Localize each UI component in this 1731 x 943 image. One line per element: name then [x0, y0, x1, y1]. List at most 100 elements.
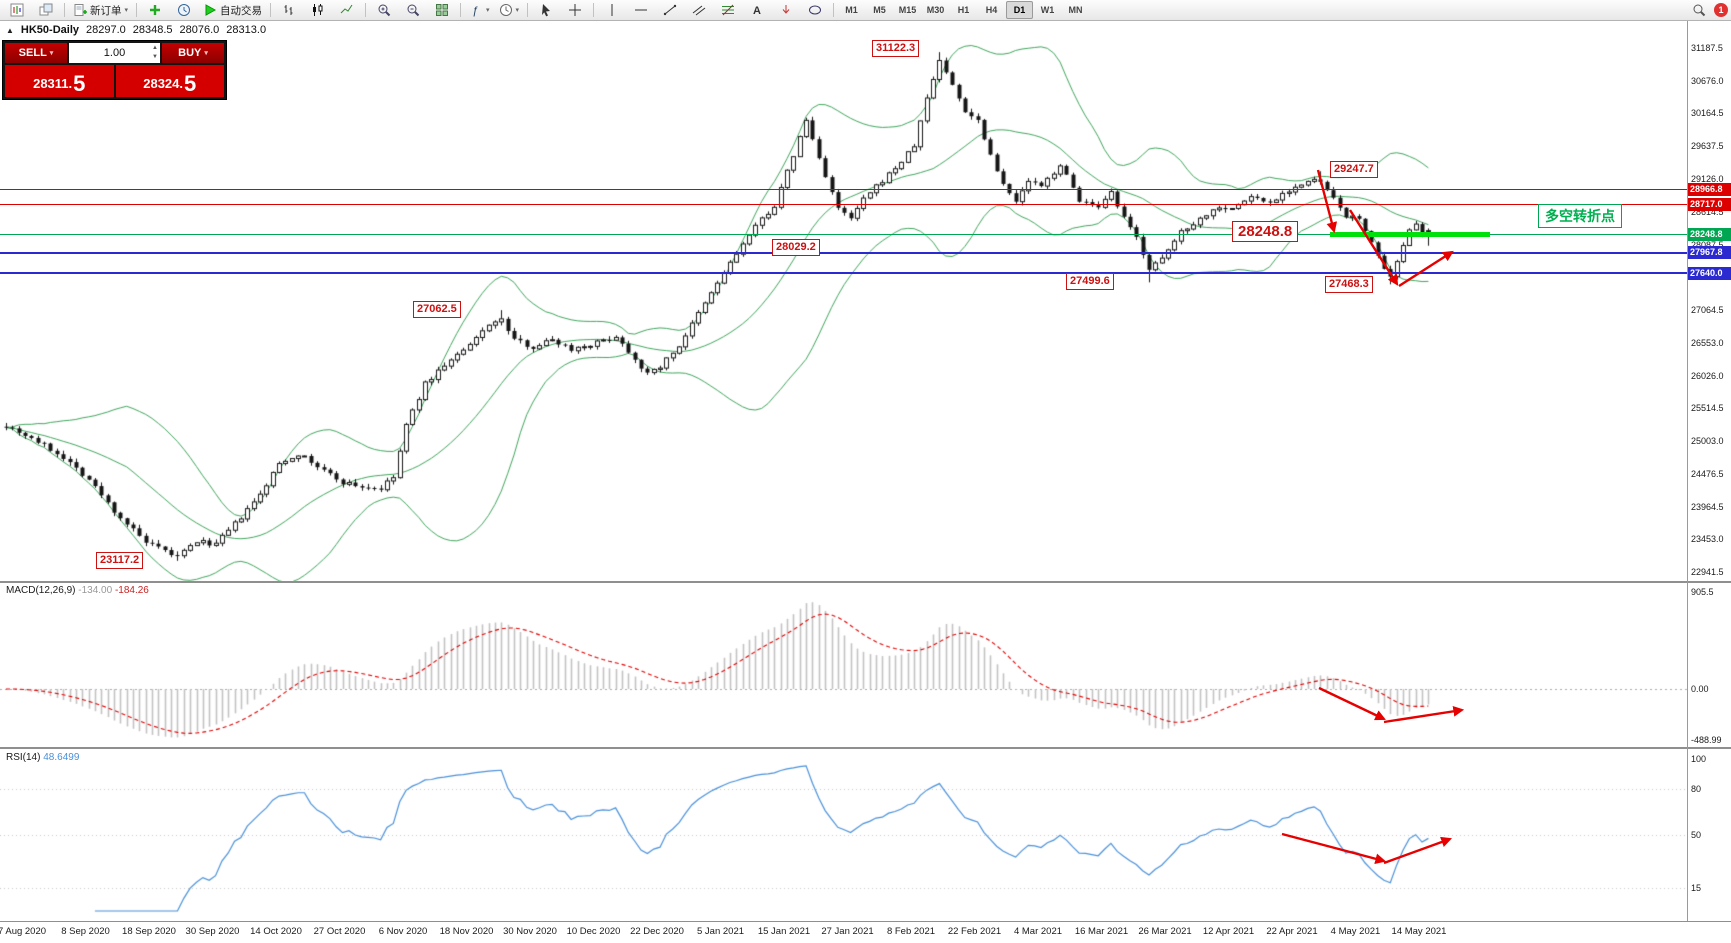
toolbar-separator	[270, 3, 272, 17]
volume-input[interactable]: 1.00 ▲ ▼	[69, 43, 160, 63]
rsi-axis-label: 80	[1691, 784, 1702, 795]
ohlc-high: 28348.5	[132, 24, 173, 36]
time-axis-label: 27 Oct 2020	[313, 926, 366, 937]
timeframe-W1[interactable]: W1	[1040, 5, 1055, 15]
time-axis-label: 7 Aug 2020	[0, 926, 47, 937]
ohlc-close: 28313.0	[226, 24, 267, 36]
price-axis-label: 28087.5	[1691, 239, 1724, 250]
fibonacci-tool-button[interactable]	[714, 0, 742, 20]
search-button[interactable]	[1685, 0, 1713, 20]
time-axis-label: 8 Feb 2021	[886, 926, 936, 937]
new-order-button[interactable]: 新订单 ▾	[69, 0, 132, 20]
time-axis-label: 22 Feb 2021	[947, 926, 1002, 937]
periods-button[interactable]: ▾	[495, 0, 524, 20]
crosshair-tool-button[interactable]	[561, 0, 589, 20]
horizontal-line-28248.8[interactable]	[0, 234, 1687, 236]
macd-axis-label: -488.99	[1691, 735, 1722, 746]
notification-badge[interactable]: 1	[1714, 3, 1728, 17]
new-order-label: 新订单	[90, 4, 122, 17]
price-callout[interactable]: 23117.2	[96, 552, 144, 569]
price-axis-label: 26553.0	[1691, 337, 1724, 348]
macd-label: MACD(12,26,9) -134.00 -184.26	[6, 585, 149, 596]
channel-tool-button[interactable]	[685, 0, 713, 20]
toolbar-separator	[64, 3, 65, 17]
price-axis-label: 25003.0	[1691, 436, 1724, 446]
price-callout[interactable]: 29247.7	[1330, 161, 1378, 178]
cursor-tool-button[interactable]	[532, 0, 560, 20]
horizontal-line-27967.8[interactable]	[0, 251, 1687, 254]
svg-text:ƒ: ƒ	[472, 5, 478, 17]
buy-button[interactable]: BUY ▾	[162, 43, 224, 63]
bull-bear-turning-point-note[interactable]: 多空转折点	[1538, 204, 1622, 228]
horizontal-line-27640[interactable]	[0, 272, 1687, 275]
timeframe-H1[interactable]: H1	[957, 5, 970, 15]
sell-button[interactable]: SELL ▾	[5, 43, 67, 63]
macd-axis-label: 0.00	[1691, 684, 1709, 694]
new-chart-button[interactable]	[3, 0, 31, 20]
timeframe-M5[interactable]: M5	[873, 5, 886, 15]
one-click-collapse-icon[interactable]: ▲	[6, 25, 14, 35]
ohlc-open: 28297.0	[86, 24, 126, 36]
price-axis-border	[1687, 20, 1688, 921]
timeframe-D1[interactable]: D1	[1006, 1, 1034, 19]
price-callout[interactable]: 28248.8	[1232, 221, 1299, 242]
timeframe-M30[interactable]: M30	[926, 5, 945, 15]
horizontal-line-tool-button[interactable]	[627, 0, 655, 20]
price-callout[interactable]: 28029.2	[772, 239, 820, 256]
timeframe-M15[interactable]: M15	[898, 5, 917, 15]
volume-stepper[interactable]: ▲ ▼	[152, 44, 158, 62]
turning-point-line-segment[interactable]	[1330, 232, 1490, 238]
profiles-button[interactable]	[32, 0, 60, 20]
tile-windows-button[interactable]	[428, 0, 456, 20]
horizontal-line-28717[interactable]	[0, 204, 1687, 206]
horizontal-line-28966.8[interactable]	[0, 188, 1687, 190]
auto-trading-label: 自动交易	[220, 4, 263, 17]
rsi-axis-label: 100	[1691, 754, 1707, 764]
stepper-down-icon[interactable]: ▼	[152, 54, 158, 60]
auto-trading-button[interactable]: 自动交易	[199, 0, 266, 20]
timeframe-H4[interactable]: H4	[985, 5, 998, 15]
price-axis-label: 23964.5	[1691, 501, 1724, 512]
rsi-panel-divider[interactable]	[0, 747, 1731, 749]
time-axis-label: 8 Sep 2020	[61, 926, 110, 937]
zoom-in-button[interactable]	[370, 0, 398, 20]
line-chart-button[interactable]	[333, 0, 361, 20]
buy-price-display: 28324. 5	[115, 65, 224, 97]
price-callout[interactable]: 31122.3	[872, 40, 920, 57]
price-axis-label: 29637.5	[1691, 141, 1724, 152]
market-watch-button[interactable]	[141, 0, 169, 20]
price-tag: 28966.8	[1688, 182, 1731, 196]
shapes-tool-button[interactable]	[801, 0, 829, 20]
one-click-trading-panel: SELL ▾ 1.00 ▲ ▼ BUY ▾ 28311. 5 28324. 5	[2, 40, 227, 100]
time-axis-label: 22 Apr 2021	[1266, 926, 1318, 937]
price-axis-label: 28614.5	[1691, 206, 1724, 217]
price-axis-label: 22941.5	[1691, 567, 1724, 577]
time-axis-label: 6 Nov 2020	[378, 926, 428, 937]
candlestick-chart-button[interactable]	[304, 0, 332, 20]
price-callout[interactable]: 27062.5	[413, 301, 461, 318]
trendline-tool-button[interactable]	[656, 0, 684, 20]
chevron-down-icon: ▾	[124, 7, 129, 14]
vertical-line-tool-button[interactable]	[598, 0, 626, 20]
price-axis-label: 24476.5	[1691, 469, 1724, 480]
price-axis-label: 27064.5	[1691, 305, 1724, 315]
zoom-out-button[interactable]	[399, 0, 427, 20]
text-tool-button[interactable]: A	[743, 0, 771, 20]
timeframe-M1[interactable]: M1	[845, 5, 858, 15]
price-axis-label: 26026.0	[1691, 370, 1724, 381]
rsi-axis-label: 15	[1691, 883, 1702, 894]
history-center-button[interactable]	[170, 0, 198, 20]
indicators-button[interactable]: ƒ ▾	[465, 0, 494, 20]
timeframe-MN[interactable]: MN	[1068, 5, 1083, 15]
time-axis-label: 18 Sep 2020	[122, 926, 176, 937]
time-axis-label: 15 Jan 2021	[757, 926, 811, 937]
bar-chart-button[interactable]	[275, 0, 303, 20]
price-callout[interactable]: 27468.3	[1325, 276, 1373, 293]
stepper-up-icon[interactable]: ▲	[152, 45, 158, 51]
chevron-down-icon: ▾	[515, 7, 520, 14]
macd-panel-divider[interactable]	[0, 581, 1731, 583]
time-axis-label: 16 Mar 2021	[1074, 926, 1129, 937]
arrow-tool-button[interactable]	[772, 0, 800, 20]
price-callout[interactable]: 27499.6	[1066, 273, 1114, 290]
